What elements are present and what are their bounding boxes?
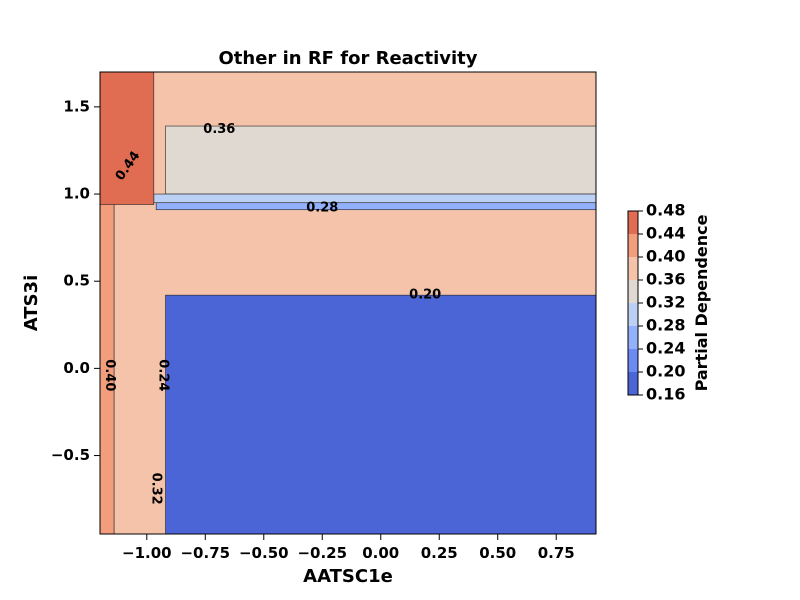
x-tick-label: 0.50 — [479, 544, 516, 562]
plot-area — [99, 71, 597, 535]
colorbar-label: Partial Dependence — [692, 214, 711, 391]
x-tick-label: −0.50 — [239, 544, 289, 562]
contour-label-0.40: 0.40 — [102, 359, 117, 391]
contour-label-0.28: 0.28 — [306, 200, 338, 215]
colorbar-tick-label: 0.32 — [646, 293, 685, 312]
colorbar-band-0.36 — [628, 257, 638, 280]
colorbar-tick-label: 0.36 — [646, 270, 685, 289]
colorbar-band-0.40 — [628, 234, 638, 257]
y-tick-label: 1.5 — [63, 97, 90, 115]
colorbar-band-0.32 — [628, 280, 638, 303]
x-axis: −1.00 −0.75 −0.50 −0.25 0.00 0.25 0.50 0.75 — [122, 534, 575, 562]
contour-region-0.16-0.20 — [165, 294, 597, 535]
colorbar-band-0.24 — [628, 326, 638, 349]
contour-label-0.36: 0.36 — [203, 122, 235, 137]
colorbar-band-0.44 — [628, 211, 638, 234]
colorbar-tick-label: 0.16 — [646, 385, 685, 404]
plot-frame — [99, 71, 597, 535]
x-tick-label: 0.00 — [362, 544, 399, 562]
y-tick-label: −0.5 — [51, 446, 90, 464]
y-axis-label: ATS3i — [21, 275, 42, 331]
colorbar-band-0.16 — [628, 372, 638, 395]
colorbar-band-0.20 — [628, 349, 638, 372]
y-tick-label: 0.5 — [63, 272, 90, 290]
contour-region-0.28-0.32 — [153, 193, 597, 204]
colorbar-tick-label: 0.28 — [646, 316, 685, 335]
colorbar-tick-label: 0.44 — [646, 224, 685, 243]
contour-region-0.32-0.36 — [165, 125, 597, 195]
chart-title: Other in RF for Reactivity — [219, 48, 478, 69]
contour-label-0.32: 0.32 — [149, 473, 164, 505]
contour-label-0.20: 0.20 — [409, 288, 441, 303]
colorbar: 0.16 0.20 0.24 0.28 0.32 0.36 0.40 0.44 0.48 — [627, 201, 685, 404]
x-axis-label: AATSC1e — [303, 566, 393, 587]
y-axis: −0.5 0.0 0.5 1.0 1.5 — [51, 97, 100, 464]
x-tick-label: −0.25 — [297, 544, 347, 562]
colorbar-tick-label: 0.48 — [646, 201, 685, 220]
x-tick-label: 0.25 — [421, 544, 458, 562]
colorbar-tick-label: 0.24 — [646, 339, 685, 358]
colorbar-tick-label: 0.40 — [646, 247, 685, 266]
x-tick-label: −1.00 — [122, 544, 172, 562]
x-tick-label: 0.75 — [538, 544, 575, 562]
y-tick-label: 0.0 — [63, 359, 90, 377]
colorbar-tick-label: 0.20 — [646, 362, 685, 381]
contour-region-0.44-0.48 — [99, 71, 155, 205]
colorbar-band-0.28 — [628, 303, 638, 326]
contour-labels: 0.360.280.200.440.40 0.240.32 — [102, 122, 441, 505]
x-tick-label: −0.75 — [180, 544, 230, 562]
y-tick-label: 1.0 — [63, 185, 90, 203]
contour-label-0.24: 0.24 — [156, 359, 171, 391]
contour-region-0.24-0.28 — [155, 202, 597, 211]
